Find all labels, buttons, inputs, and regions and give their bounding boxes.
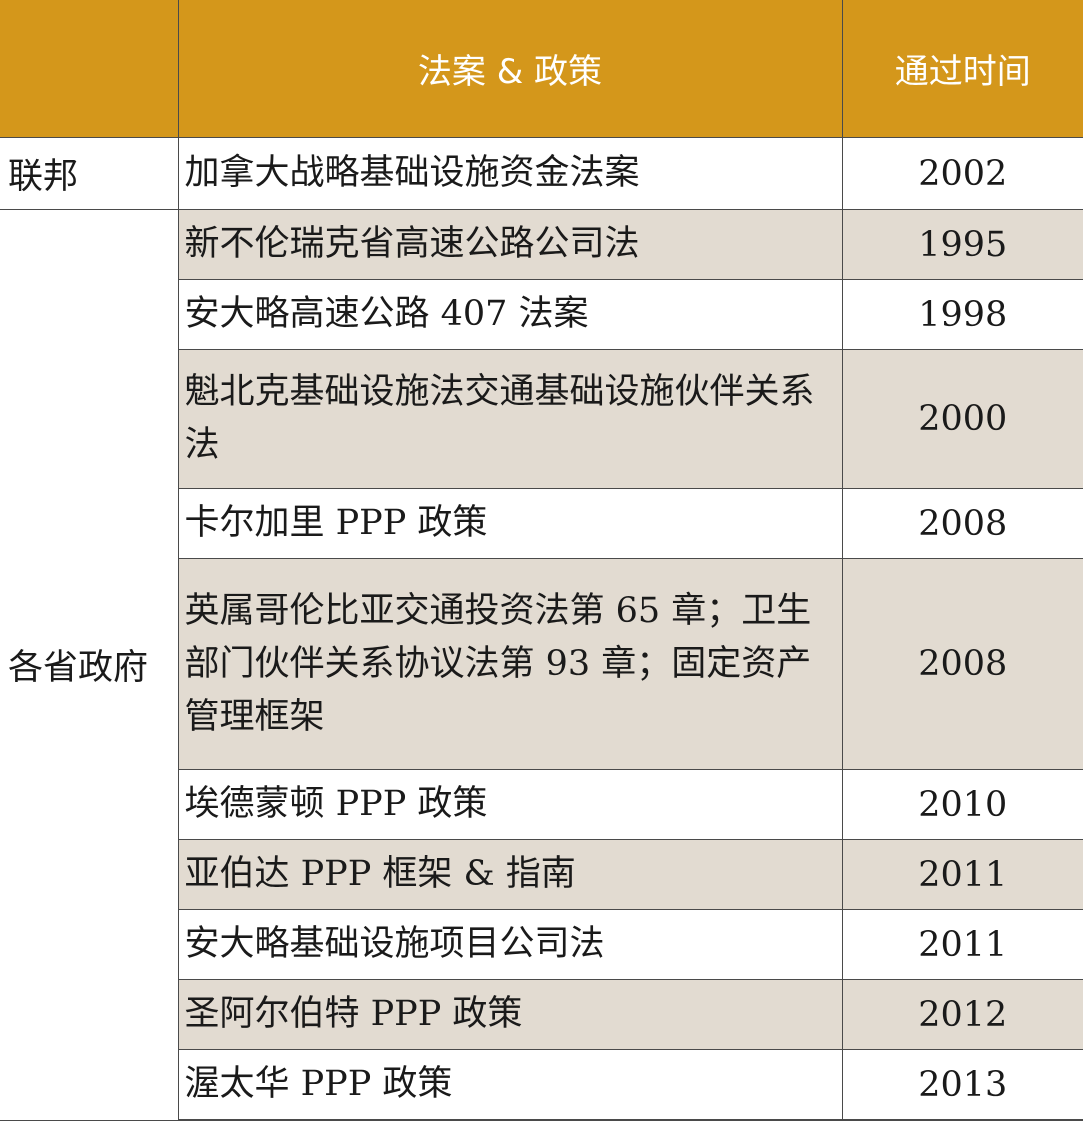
table-row: 圣阿尔伯特 PPP 政策 2012: [0, 979, 1083, 1050]
policy-cell: 渥太华 PPP 政策: [177, 1049, 843, 1121]
header-level: [0, 0, 179, 138]
table-header-row: 法案 & 政策 通过时间: [0, 0, 1083, 138]
policy-cell: 圣阿尔伯特 PPP 政策: [177, 979, 843, 1050]
year-cell: 2013: [841, 1049, 1083, 1121]
header-year: 通过时间: [841, 0, 1083, 138]
policy-cell: 安大略高速公路 407 法案: [177, 279, 843, 350]
table-row: 亚伯达 PPP 框架 & 指南 2011: [0, 839, 1083, 910]
group-federal: 联邦: [0, 137, 179, 210]
year-cell: 1995: [841, 209, 1083, 280]
year-cell: 2012: [841, 979, 1083, 1050]
table-row: 联邦 加拿大战略基础设施资金法案 2002: [0, 137, 1083, 210]
year-cell: 2002: [841, 137, 1083, 210]
year-cell: 2010: [841, 769, 1083, 840]
table-row: 安大略高速公路 407 法案 1998: [0, 279, 1083, 350]
policy-cell: 埃德蒙顿 PPP 政策: [177, 769, 843, 840]
year-cell: 1998: [841, 279, 1083, 350]
year-cell: 2011: [841, 839, 1083, 910]
group-provincial: 各省政府: [0, 209, 179, 1121]
table-row: 英属哥伦比亚交通投资法第 65 章；卫生部门伙伴关系协议法第 93 章；固定资产…: [0, 558, 1083, 770]
policy-cell: 安大略基础设施项目公司法: [177, 909, 843, 980]
table-row: 安大略基础设施项目公司法 2011: [0, 909, 1083, 980]
table-row: 魁北克基础设施法交通基础设施伙伴关系法 2000: [0, 349, 1083, 489]
header-policy: 法案 & 政策: [177, 0, 843, 138]
table-row: 埃德蒙顿 PPP 政策 2010: [0, 769, 1083, 840]
table-row: 卡尔加里 PPP 政策 2008: [0, 488, 1083, 559]
policy-cell: 加拿大战略基础设施资金法案: [177, 137, 843, 210]
table-row: 渥太华 PPP 政策 2013: [0, 1049, 1083, 1121]
year-cell: 2011: [841, 909, 1083, 980]
policy-cell: 亚伯达 PPP 框架 & 指南: [177, 839, 843, 910]
year-cell: 2000: [841, 349, 1083, 489]
year-cell: 2008: [841, 558, 1083, 770]
table-row: 各省政府 新不伦瑞克省高速公路公司法 1995: [0, 209, 1083, 1121]
policy-cell: 英属哥伦比亚交通投资法第 65 章；卫生部门伙伴关系协议法第 93 章；固定资产…: [177, 558, 843, 770]
policy-cell: 新不伦瑞克省高速公路公司法: [177, 209, 843, 280]
year-cell: 2008: [841, 488, 1083, 559]
policy-cell: 卡尔加里 PPP 政策: [177, 488, 843, 559]
policy-cell: 魁北克基础设施法交通基础设施伙伴关系法: [177, 349, 843, 489]
